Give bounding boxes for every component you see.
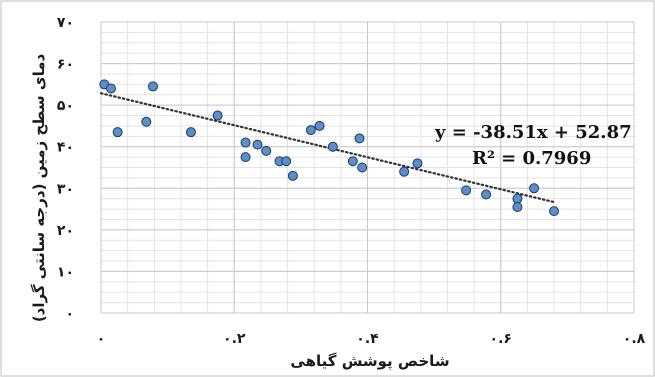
data-point: [399, 166, 410, 177]
x-tick-label: ۰: [97, 331, 106, 347]
data-point: [287, 170, 298, 181]
data-point: [141, 116, 152, 127]
data-point: [261, 145, 272, 156]
data-point: [240, 152, 251, 163]
data-point: [529, 183, 540, 194]
trendline: [99, 92, 556, 204]
y-tick-label: ۲۰: [57, 223, 74, 239]
x-tick-labels: ۰ ۰.۲ ۰.۴ ۰.۶ ۰.۸: [97, 331, 646, 347]
data-point: [327, 141, 338, 152]
data-point: [357, 162, 368, 173]
data-point: [549, 206, 560, 217]
x-axis-title: شاخص پوشش گیاهی: [290, 352, 449, 371]
y-tick-label: ۴۰: [57, 140, 74, 156]
trendline-layer: [99, 92, 556, 204]
data-point: [512, 201, 523, 212]
y-tick-label: ۳۰: [57, 181, 74, 197]
data-point: [212, 110, 223, 121]
data-point: [185, 127, 196, 138]
data-point: [481, 189, 492, 200]
y-tick-label: ۰: [65, 306, 74, 322]
y-tick-labels: ۰ ۱۰ ۲۰ ۳۰ ۴۰ ۵۰ ۶۰ ۷۰: [57, 15, 74, 322]
data-point: [252, 139, 263, 150]
x-tick-label: ۰.۴: [356, 331, 379, 347]
x-tick-label: ۰.۲: [223, 331, 246, 347]
data-point: [305, 125, 316, 136]
data-point: [112, 127, 123, 138]
y-tick-label: ۶۰: [57, 57, 74, 73]
data-point: [240, 137, 251, 148]
regression-equation: y = -38.51x + 52.87: [434, 122, 632, 143]
y-axis-title: دمای سطح زمین (درجه سانتی گراد): [30, 54, 48, 323]
x-tick-label: ۰.۶: [490, 331, 512, 347]
y-tick-label: ۷۰: [57, 15, 74, 31]
data-points: [99, 79, 560, 217]
data-point: [314, 120, 325, 131]
x-tick-label: ۰.۸: [623, 331, 646, 347]
data-point: [354, 133, 365, 144]
r-squared-label: R² = 0.7969: [472, 148, 591, 169]
y-tick-label: ۵۰: [57, 98, 74, 114]
data-point: [347, 156, 358, 167]
data-point: [512, 193, 523, 204]
major-gridlines: [100, 21, 635, 314]
y-tick-label: ۱۰: [57, 264, 74, 280]
data-point: [412, 158, 423, 169]
data-point: [461, 185, 472, 196]
data-point: [105, 83, 116, 94]
data-point: [147, 81, 158, 92]
data-point: [281, 156, 292, 167]
